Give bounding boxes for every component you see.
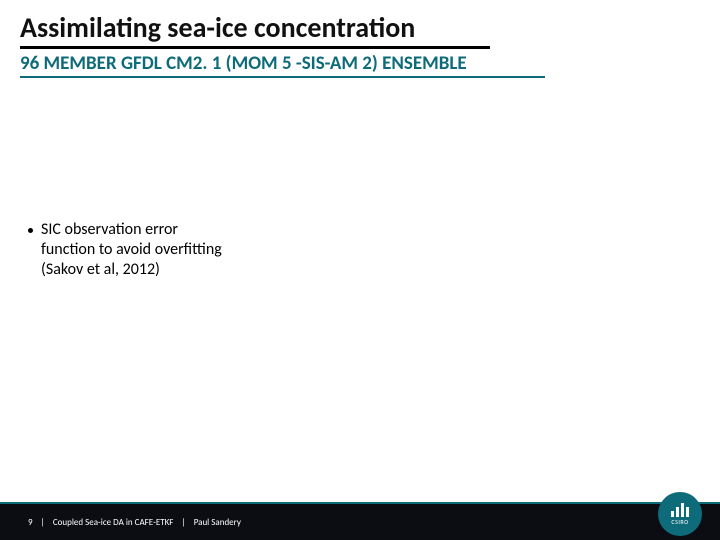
- bullet-text: SIC observation error function to avoid …: [41, 220, 228, 280]
- footer-separator: |: [181, 517, 185, 528]
- footer-page-number: 9: [28, 517, 33, 528]
- csiro-logo: CSIRO: [658, 492, 702, 536]
- logo-bars-icon: [671, 503, 689, 517]
- footer-text-a: Coupled Sea-ice DA in CAFE-ETKF: [53, 517, 174, 528]
- footer-text-b: Paul Sandery: [194, 517, 241, 528]
- bullet-dot-icon: [28, 228, 33, 233]
- slide-subtitle: 96 MEMBER GFDL CM2. 1 (MOM 5 -SIS-AM 2) …: [20, 52, 467, 75]
- footer-separator: |: [41, 517, 45, 528]
- footer-text: 9 | Coupled Sea-ice DA in CAFE-ETKF | Pa…: [28, 517, 241, 528]
- bullet-list: SIC observation error function to avoid …: [28, 220, 228, 280]
- slide-title: Assimilating sea-ice concentration: [20, 10, 415, 45]
- bullet-item: SIC observation error function to avoid …: [28, 220, 228, 280]
- logo-label: CSIRO: [671, 518, 688, 526]
- subtitle-underline: [20, 76, 545, 78]
- footer-dark-bar: 9 | Coupled Sea-ice DA in CAFE-ETKF | Pa…: [0, 504, 720, 540]
- title-underline: [20, 46, 490, 49]
- slide: Assimilating sea-ice concentration 96 ME…: [0, 0, 720, 540]
